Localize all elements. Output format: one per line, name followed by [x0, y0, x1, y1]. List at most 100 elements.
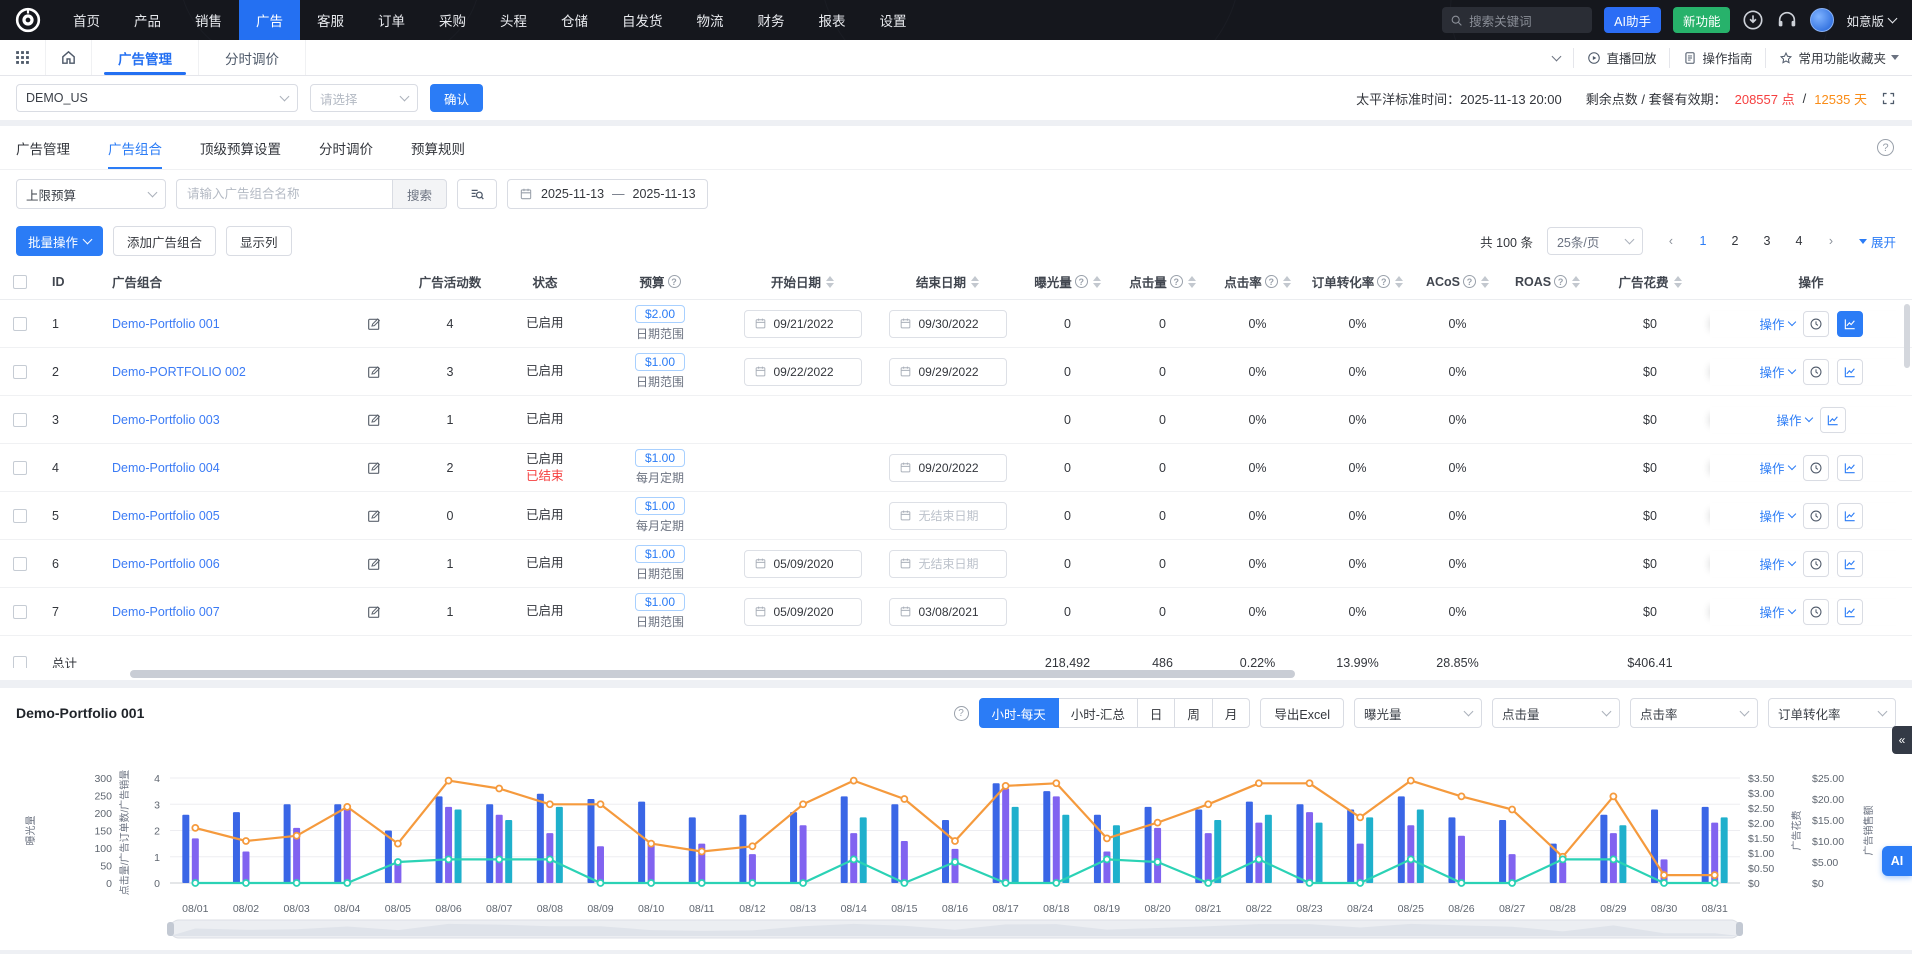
- portfolio-link[interactable]: Demo-Portfolio 004: [112, 460, 220, 475]
- end-date-input[interactable]: 无结束日期: [888, 549, 1007, 578]
- sort-icon[interactable]: [971, 275, 979, 288]
- panel-collapse-button[interactable]: «: [1892, 726, 1912, 754]
- help-icon[interactable]: ?: [1877, 139, 1894, 156]
- page-tab[interactable]: 广告管理: [16, 141, 70, 157]
- row-chart-button[interactable]: [1836, 454, 1863, 481]
- confirm-button[interactable]: 确认: [430, 84, 484, 112]
- portfolio-link[interactable]: Demo-Portfolio 003: [112, 412, 220, 427]
- page-tab[interactable]: 预算规则: [411, 141, 465, 157]
- chart-zoom-slider[interactable]: [167, 919, 1743, 939]
- row-actions-button[interactable]: 操作: [1759, 554, 1796, 573]
- start-date-input[interactable]: 09/22/2022: [743, 357, 862, 386]
- edit-icon[interactable]: [366, 460, 382, 476]
- sort-icon[interactable]: [1481, 275, 1490, 288]
- row-actions-button[interactable]: 操作: [1776, 410, 1813, 429]
- page-tab[interactable]: 广告组合: [108, 126, 162, 169]
- tab-overflow-chevron[interactable]: [1540, 48, 1573, 68]
- batch-actions-button[interactable]: 批量操作: [16, 226, 104, 256]
- download-icon[interactable]: [1742, 9, 1764, 31]
- end-date-input[interactable]: 09/30/2022: [888, 309, 1007, 338]
- row-chart-button[interactable]: [1836, 358, 1863, 385]
- global-search-input[interactable]: 搜索关键词: [1442, 7, 1593, 33]
- row-chart-button[interactable]: [1836, 550, 1863, 577]
- budget-chip[interactable]: $1.00: [634, 545, 686, 563]
- nav-item[interactable]: 客服: [317, 14, 344, 29]
- column-header[interactable]: 曝光量?: [1020, 272, 1115, 291]
- row-checkbox[interactable]: [13, 508, 27, 523]
- schedule-button[interactable]: [1802, 598, 1829, 625]
- favorites-link[interactable]: 常用功能收藏夹: [1765, 47, 1912, 68]
- metric-select[interactable]: 订单转化率: [1768, 698, 1896, 728]
- nav-item[interactable]: 采购: [439, 14, 466, 29]
- horizontal-scrollbar[interactable]: [130, 670, 1295, 678]
- batch-search-button[interactable]: [457, 179, 498, 209]
- column-help-icon[interactable]: ?: [1377, 275, 1391, 288]
- nav-item[interactable]: 报表: [818, 14, 846, 29]
- nav-item[interactable]: 财务: [757, 14, 785, 29]
- budget-filter-select[interactable]: 上限预算: [16, 179, 166, 209]
- schedule-button[interactable]: [1802, 502, 1829, 529]
- sort-icon[interactable]: [1092, 275, 1101, 288]
- column-help-icon[interactable]: ?: [1264, 275, 1278, 288]
- sort-icon[interactable]: [1572, 275, 1581, 288]
- nav-item[interactable]: 广告: [239, 0, 300, 40]
- nav-item[interactable]: 设置: [879, 14, 907, 29]
- live-replay-link[interactable]: 直播回放: [1573, 47, 1669, 68]
- nav-item[interactable]: 自发货: [622, 14, 663, 29]
- row-actions-button[interactable]: 操作: [1759, 506, 1796, 525]
- new-feature-button[interactable]: 新功能: [1672, 7, 1731, 33]
- guide-link[interactable]: 操作指南: [1669, 47, 1765, 68]
- nav-item[interactable]: 销售: [195, 14, 222, 29]
- row-chart-button[interactable]: [1836, 598, 1863, 625]
- portfolio-link[interactable]: Demo-Portfolio 001: [112, 316, 220, 331]
- schedule-button[interactable]: [1802, 550, 1829, 577]
- sort-icon[interactable]: [1395, 275, 1404, 288]
- schedule-button[interactable]: [1802, 358, 1829, 385]
- headset-support-icon[interactable]: [1776, 9, 1798, 31]
- edit-icon[interactable]: [366, 316, 382, 332]
- column-header[interactable]: ACoS?: [1410, 275, 1505, 289]
- date-range-picker[interactable]: 2025-11-13 — 2025-11-13: [507, 179, 708, 209]
- column-header[interactable]: 广告花费: [1590, 272, 1710, 291]
- column-help-icon[interactable]: ?: [667, 275, 681, 288]
- budget-chip[interactable]: $1.00: [634, 497, 686, 515]
- column-header[interactable]: ROAS?: [1505, 275, 1590, 289]
- metric-select[interactable]: 曝光量: [1354, 698, 1482, 728]
- schedule-button[interactable]: [1802, 454, 1829, 481]
- sort-icon[interactable]: [826, 275, 834, 288]
- vertical-scrollbar[interactable]: [1904, 304, 1910, 368]
- row-checkbox[interactable]: [13, 316, 27, 331]
- schedule-button[interactable]: [1802, 310, 1829, 337]
- column-help-icon[interactable]: ?: [1463, 275, 1477, 288]
- range-tab[interactable]: 小时-汇总: [1057, 698, 1138, 728]
- export-excel-button[interactable]: 导出Excel: [1260, 698, 1344, 728]
- portfolio-metrics-chart[interactable]: 300 250 200 150 100 50 0 曝光量 4 3 2 1 0 点击量/广告订单数/广告销量…: [0, 728, 1912, 946]
- row-actions-button[interactable]: 操作: [1759, 602, 1796, 621]
- nav-item[interactable]: 订单: [378, 14, 405, 29]
- portfolio-link[interactable]: Demo-Portfolio 005: [112, 508, 220, 523]
- column-header[interactable]: 订单转化率?: [1305, 272, 1410, 291]
- start-date-input[interactable]: 05/09/2020: [743, 549, 862, 578]
- portfolio-name-input[interactable]: [176, 179, 392, 209]
- user-avatar[interactable]: [1810, 8, 1835, 32]
- fullscreen-icon[interactable]: [1881, 91, 1896, 106]
- row-chart-button[interactable]: [1836, 502, 1863, 529]
- workspace-tab[interactable]: 分时调价: [199, 40, 306, 75]
- budget-chip[interactable]: $1.00: [634, 353, 686, 371]
- ai-fab-button[interactable]: AI: [1882, 846, 1912, 876]
- marketplace-select[interactable]: 请选择: [310, 84, 418, 112]
- portfolio-link[interactable]: Demo-Portfolio 007: [112, 604, 220, 619]
- budget-chip[interactable]: $2.00: [634, 305, 686, 323]
- add-portfolio-button[interactable]: 添加广告组合: [113, 226, 217, 256]
- apps-grid-button[interactable]: [0, 40, 46, 75]
- row-actions-button[interactable]: 操作: [1759, 314, 1796, 333]
- portfolio-link[interactable]: Demo-Portfolio 006: [112, 556, 220, 571]
- page-tab[interactable]: 顶级预算设置: [200, 141, 281, 157]
- end-date-input[interactable]: 09/29/2022: [888, 357, 1007, 386]
- row-chart-button[interactable]: [1819, 406, 1846, 433]
- sort-icon[interactable]: [1282, 275, 1291, 288]
- ai-assistant-button[interactable]: AI助手: [1604, 7, 1661, 33]
- column-header[interactable]: 开始日期: [730, 272, 875, 291]
- column-header[interactable]: 结束日期: [875, 272, 1020, 291]
- column-help-icon[interactable]: ?: [1169, 275, 1183, 288]
